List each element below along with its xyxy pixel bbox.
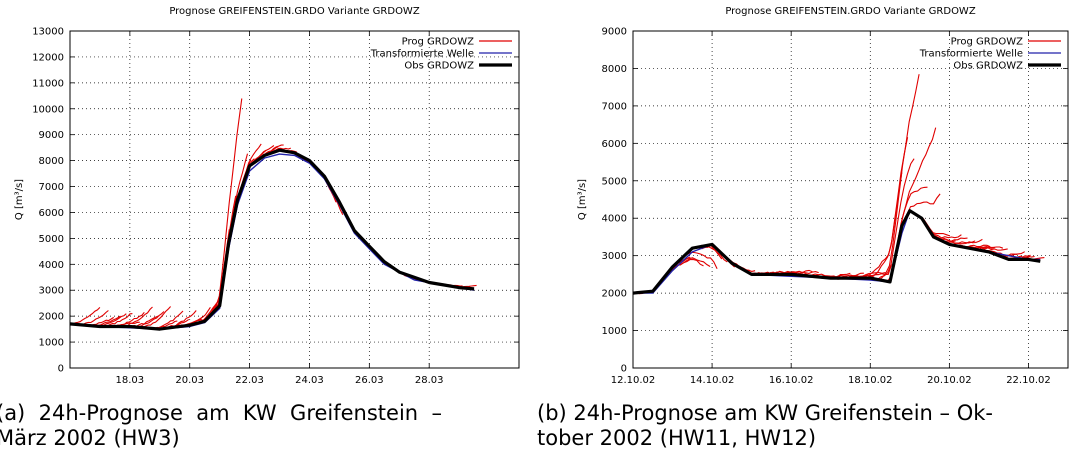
forecast-line [305,158,337,203]
x-tick-label: 28.03 [415,375,444,386]
legend-label: Obs GRDOWZ [404,61,474,72]
y-tick-label: 5000 [39,234,64,245]
legend-label: Prog GRDOWZ [402,37,475,48]
y-tick-label: 6000 [602,139,627,150]
y-tick-label: 7000 [602,101,627,112]
chart-title: Prognose GREIFENSTEIN.GRDO Variante GRDO… [725,6,976,17]
y-axis-label: Q [m³/s] [577,179,588,220]
chart-title: Prognose GREIFENSTEIN.GRDO Variante GRDO… [169,6,420,17]
y-tick-label: 2000 [39,312,64,323]
y-tick-label: 3000 [602,251,627,262]
y-tick-label: 7000 [39,182,64,193]
forecast-line [874,158,915,281]
y-tick-label: 0 [621,364,627,375]
y-tick-label: 6000 [39,208,64,219]
x-tick-label: 22.10.02 [1006,375,1051,386]
caption-a: (a) 24h-Prognose am KW Greifenstein – Mä… [0,401,516,451]
chart-b: Prognose GREIFENSTEIN.GRDO Variante GRDO… [577,6,1069,386]
legend-label: Transformierte Welle [919,49,1023,60]
y-tick-label: 1000 [39,338,64,349]
forecast-line [867,137,909,280]
forecast-line [140,306,172,328]
x-tick-label: 26.03 [355,375,384,386]
x-tick-label: 16.10.02 [769,375,814,386]
y-tick-label: 11000 [32,78,64,89]
forecast-line [900,193,941,233]
caption-a-line1: (a) 24h-Prognose am KW Greifenstein – [0,401,442,425]
y-tick-label: 8000 [39,156,64,167]
plot-frame [632,30,1069,369]
y-tick-label: 10000 [32,104,64,115]
x-tick-label: 20.10.02 [927,375,972,386]
y-axis-label: Q [m³/s] [14,179,25,220]
x-tick-label: 12.10.02 [611,375,656,386]
y-tick-label: 12000 [32,52,64,63]
y-tick-label: 8000 [602,64,627,75]
y-tick-label: 2000 [602,289,627,300]
y-tick-label: 0 [58,364,64,375]
forecast-line [879,74,920,281]
legend-label: Prog GRDOWZ [951,37,1024,48]
transformed-wave-line [633,209,1041,294]
y-tick-label: 4000 [39,260,64,271]
chart-canvas: Prognose GREIFENSTEIN.GRDO Variante GRDO… [14,6,1069,386]
x-tick-label: 18.03 [116,375,145,386]
y-tick-label: 3000 [39,286,64,297]
y-tick-label: 4000 [602,214,627,225]
forecast-line [895,127,937,254]
y-tick-label: 13000 [32,27,64,38]
forecast-lines [69,98,477,331]
caption-b: (b) 24h-Prognose am KW Greifenstein – Ok… [537,401,1076,451]
x-tick-label: 22.03 [235,375,264,386]
chart-a: Prognose GREIFENSTEIN.GRDO Variante GRDO… [14,6,520,386]
y-tick-label: 1000 [602,326,627,337]
plot-frame [69,30,520,369]
x-tick-label: 18.10.02 [848,375,893,386]
caption-b-line2: tober 2002 (HW11, HW12) [537,426,817,450]
forecast-line [211,98,243,314]
transformed-wave-line [69,153,475,330]
forecast-line [861,172,903,280]
caption-b-line1: (b) 24h-Prognose am KW Greifenstein – Ok… [537,401,993,425]
obs-line [632,209,1041,295]
legend-label: Transformierte Welle [370,49,474,60]
y-tick-label: 9000 [39,130,64,141]
x-tick-label: 14.10.02 [690,375,735,386]
obs-line [69,148,475,331]
caption-a-line2: März 2002 (HW3) [0,426,180,450]
forecast-lines [635,74,1045,295]
forecast-line [722,254,763,275]
y-tick-label: 9000 [602,27,627,38]
y-tick-label: 5000 [602,176,627,187]
legend-label: Obs GRDOWZ [953,61,1023,72]
x-tick-label: 20.03 [175,375,204,386]
x-tick-label: 24.03 [295,375,324,386]
